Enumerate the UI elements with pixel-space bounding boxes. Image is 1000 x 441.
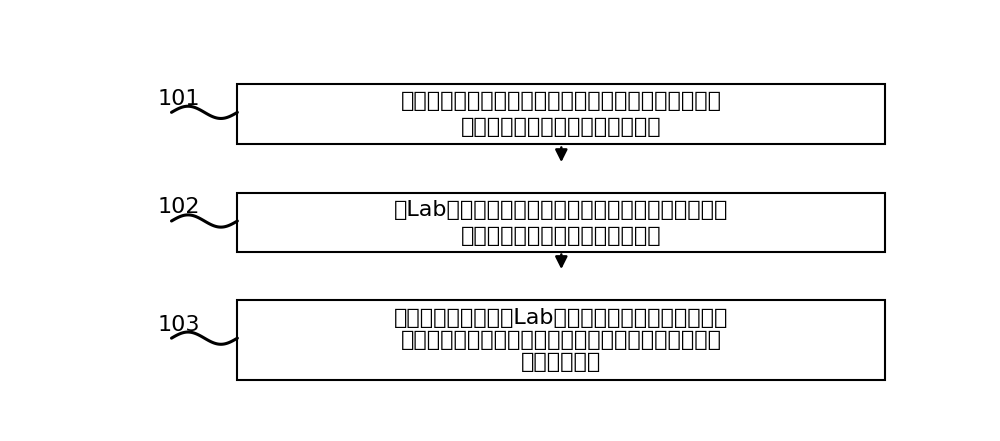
Text: 获取带有人脸的原始图像，对所述原始图像进行二值化: 获取带有人脸的原始图像，对所述原始图像进行二值化	[400, 91, 721, 111]
Text: 根据目标颜色在所述Lab颜色空间内的像素值，在所述: 根据目标颜色在所述Lab颜色空间内的像素值，在所述	[394, 308, 728, 328]
Text: 处理后，提取出人脸的待处理图像: 处理后，提取出人脸的待处理图像	[461, 117, 661, 137]
Text: 颜色值量化处理，得到量化后图像: 颜色值量化处理，得到量化后图像	[461, 226, 661, 246]
Text: 103: 103	[158, 314, 200, 335]
Bar	[237, 300, 885, 380]
Text: 量化后图像中确定目标区域，所述目标区域用于检测人: 量化后图像中确定目标区域，所述目标区域用于检测人	[400, 330, 721, 350]
Bar	[237, 193, 885, 252]
Text: 101: 101	[158, 89, 200, 109]
Text: 脸的皮肤状态: 脸的皮肤状态	[521, 352, 601, 372]
Bar	[237, 84, 885, 144]
Text: 102: 102	[158, 198, 200, 217]
Text: 在Lab颜色空间内，对所述待处理图像的所有像素进行: 在Lab颜色空间内，对所述待处理图像的所有像素进行	[394, 200, 728, 220]
